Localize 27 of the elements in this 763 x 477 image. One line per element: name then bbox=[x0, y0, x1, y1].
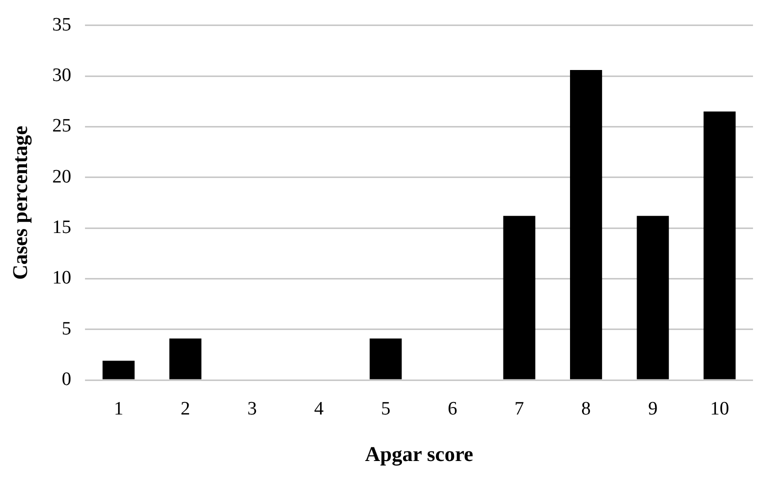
x-tick-label: 4 bbox=[314, 398, 324, 420]
bar bbox=[169, 338, 202, 380]
x-tick-label: 10 bbox=[710, 398, 730, 420]
y-tick-label: 30 bbox=[52, 65, 72, 86]
y-tick-label: 0 bbox=[62, 368, 72, 390]
x-tick-label: 8 bbox=[581, 398, 591, 420]
x-tick-label: 5 bbox=[380, 398, 390, 420]
bar bbox=[704, 112, 736, 380]
y-tick-label: 10 bbox=[52, 268, 72, 289]
y-tick-label: 25 bbox=[52, 116, 72, 137]
y-axis-title: Cases percentage bbox=[8, 126, 32, 280]
x-tick-label: 7 bbox=[514, 398, 524, 420]
x-tick-label: 1 bbox=[114, 398, 124, 420]
bar bbox=[102, 360, 135, 380]
x-tick-label: 6 bbox=[448, 398, 458, 420]
y-tick-label: 15 bbox=[52, 217, 72, 238]
y-tick-label: 20 bbox=[52, 166, 72, 188]
bar bbox=[636, 216, 669, 380]
y-tick-label: 35 bbox=[52, 14, 72, 36]
x-tick-label: 2 bbox=[180, 398, 190, 420]
bar bbox=[503, 216, 536, 380]
bar bbox=[570, 70, 602, 380]
x-axis-title: Apgar score bbox=[364, 442, 474, 466]
x-tick-label: 3 bbox=[247, 398, 257, 420]
bar bbox=[370, 338, 402, 380]
x-tick-label: 9 bbox=[648, 398, 658, 420]
y-tick-label: 5 bbox=[62, 318, 72, 340]
